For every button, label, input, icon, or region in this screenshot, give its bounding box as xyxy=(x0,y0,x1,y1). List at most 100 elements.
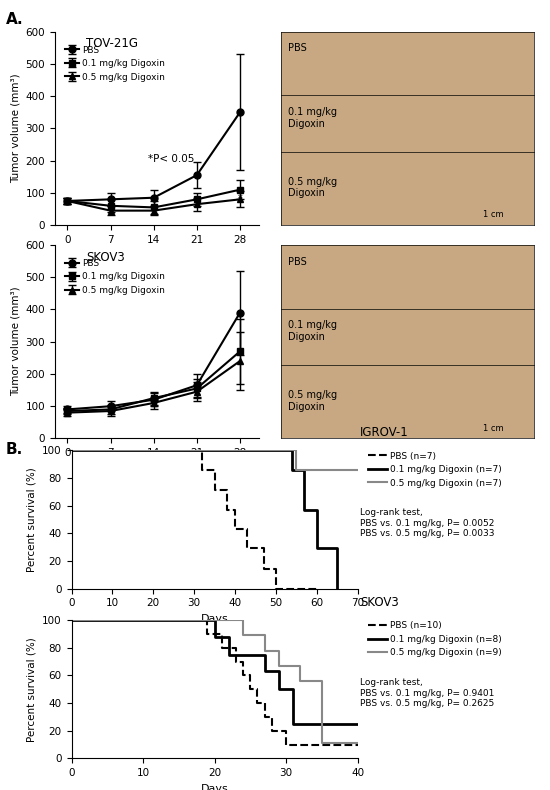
0.1 mg/kg Digoxin (n=8) xyxy=(211,632,218,641)
0.5 mg/kg Digoxin (n=7) xyxy=(68,446,75,455)
Text: A.: A. xyxy=(6,12,23,27)
Text: 1 cm: 1 cm xyxy=(483,210,504,220)
PBS (n=10) xyxy=(354,739,361,749)
PBS (n=7) xyxy=(314,584,320,593)
PBS (n=7) xyxy=(260,564,267,574)
PBS (n=7) xyxy=(211,465,218,474)
PBS (n=10) xyxy=(204,615,211,625)
Y-axis label: Percent survival (%): Percent survival (%) xyxy=(26,467,37,572)
PBS (n=10) xyxy=(218,629,225,638)
0.1 mg/kg Digoxin (n=7) xyxy=(272,446,279,455)
PBS (n=7) xyxy=(314,584,320,593)
0.1 mg/kg Digoxin (n=8) xyxy=(290,719,296,728)
0.1 mg/kg Digoxin (n=7) xyxy=(334,584,340,593)
Text: Log-rank test,
PBS vs. 0.1 mg/kg, P= 0.0052
PBS vs. 0.5 mg/kg, P= 0.0033: Log-rank test, PBS vs. 0.1 mg/kg, P= 0.0… xyxy=(360,509,495,538)
PBS (n=10) xyxy=(261,698,268,708)
0.1 mg/kg Digoxin (n=8) xyxy=(290,684,296,694)
0.5 mg/kg Digoxin (n=9) xyxy=(261,630,268,640)
PBS (n=10) xyxy=(254,698,261,708)
0.1 mg/kg Digoxin (n=7) xyxy=(301,505,307,514)
Legend: PBS, 0.1 mg/kg Digoxin, 0.5 mg/kg Digoxin: PBS, 0.1 mg/kg Digoxin, 0.5 mg/kg Digoxi… xyxy=(62,255,169,299)
0.5 mg/kg Digoxin (n=7) xyxy=(354,465,361,474)
PBS (n=10) xyxy=(240,671,246,680)
0.5 mg/kg Digoxin (n=9) xyxy=(297,676,304,686)
0.1 mg/kg Digoxin (n=7) xyxy=(289,465,295,474)
0.1 mg/kg Digoxin (n=7) xyxy=(68,446,75,455)
Text: 0.5 mg/kg
Digoxin: 0.5 mg/kg Digoxin xyxy=(288,390,337,412)
0.5 mg/kg Digoxin (n=9) xyxy=(240,615,246,625)
Text: *P< 0.05: *P< 0.05 xyxy=(147,154,194,164)
0.1 mg/kg Digoxin (n=8) xyxy=(276,684,282,694)
PBS (n=10) xyxy=(268,726,275,735)
0.1 mg/kg Digoxin (n=8) xyxy=(68,615,75,625)
Text: SKOV3: SKOV3 xyxy=(360,596,399,609)
Legend: PBS (n=10), 0.1 mg/kg Digoxin (n=8), 0.5 mg/kg Digoxin (n=9): PBS (n=10), 0.1 mg/kg Digoxin (n=8), 0.5… xyxy=(365,618,505,661)
0.5 mg/kg Digoxin (n=9) xyxy=(276,661,282,671)
PBS (n=10) xyxy=(204,629,211,638)
X-axis label: Days: Days xyxy=(143,250,170,261)
PBS (n=10) xyxy=(190,615,196,625)
Legend: PBS (n=7), 0.1 mg/kg Digoxin (n=7), 0.5 mg/kg Digoxin (n=7): PBS (n=7), 0.1 mg/kg Digoxin (n=7), 0.5 … xyxy=(365,448,505,491)
Text: SKOV3: SKOV3 xyxy=(86,250,125,264)
0.5 mg/kg Digoxin (n=9) xyxy=(354,739,361,748)
X-axis label: Days: Days xyxy=(201,614,228,624)
PBS (n=10) xyxy=(261,713,268,722)
Text: *: * xyxy=(108,205,113,215)
Y-axis label: Percent survival (%): Percent survival (%) xyxy=(26,637,37,742)
0.5 mg/kg Digoxin (n=9) xyxy=(240,630,246,640)
Text: PBS: PBS xyxy=(288,257,307,266)
0.1 mg/kg Digoxin (n=7) xyxy=(289,446,295,455)
0.1 mg/kg Digoxin (n=8) xyxy=(354,719,361,728)
PBS (n=7) xyxy=(191,446,197,455)
0.5 mg/kg Digoxin (n=9) xyxy=(261,646,268,656)
Y-axis label: Tumor volume (mm³): Tumor volume (mm³) xyxy=(10,73,20,183)
0.1 mg/kg Digoxin (n=8) xyxy=(247,650,254,660)
0.5 mg/kg Digoxin (n=9) xyxy=(211,615,218,625)
X-axis label: Days: Days xyxy=(201,784,228,790)
0.1 mg/kg Digoxin (n=8) xyxy=(226,632,232,641)
PBS (n=7) xyxy=(260,544,267,553)
Text: *: * xyxy=(238,194,243,204)
Line: PBS (n=7): PBS (n=7) xyxy=(72,450,317,589)
PBS (n=10) xyxy=(283,739,289,749)
PBS (n=10) xyxy=(233,657,239,667)
PBS (n=10) xyxy=(247,671,254,680)
PBS (n=10) xyxy=(268,713,275,722)
0.1 mg/kg Digoxin (n=8) xyxy=(226,650,232,660)
PBS (n=7) xyxy=(272,584,279,593)
Text: 0.5 mg/kg
Digoxin: 0.5 mg/kg Digoxin xyxy=(288,177,337,198)
PBS (n=7) xyxy=(191,446,197,455)
PBS (n=10) xyxy=(68,615,75,625)
X-axis label: Days: Days xyxy=(143,464,170,474)
0.1 mg/kg Digoxin (n=8) xyxy=(247,650,254,660)
0.5 mg/kg Digoxin (n=9) xyxy=(276,646,282,656)
0.5 mg/kg Digoxin (n=9) xyxy=(297,661,304,671)
0.1 mg/kg Digoxin (n=8) xyxy=(261,650,268,660)
Text: 0.1 mg/kg
Digoxin: 0.1 mg/kg Digoxin xyxy=(288,321,337,342)
PBS (n=7) xyxy=(232,505,238,514)
PBS (n=10) xyxy=(354,739,361,749)
PBS (n=10) xyxy=(254,684,261,694)
0.1 mg/kg Digoxin (n=8) xyxy=(211,615,218,625)
0.1 mg/kg Digoxin (n=8) xyxy=(197,615,204,625)
PBS (n=7) xyxy=(244,525,250,534)
Text: Log-rank test,
PBS vs. 0.1 mg/kg, P= 0.9401
PBS vs. 0.5 mg/kg, P= 0.2625: Log-rank test, PBS vs. 0.1 mg/kg, P= 0.9… xyxy=(360,678,495,708)
0.5 mg/kg Digoxin (n=9) xyxy=(68,615,75,625)
PBS (n=7) xyxy=(68,446,75,455)
0.1 mg/kg Digoxin (n=8) xyxy=(354,719,361,728)
PBS (n=7) xyxy=(199,446,206,455)
Line: PBS (n=10): PBS (n=10) xyxy=(72,620,358,744)
0.1 mg/kg Digoxin (n=7) xyxy=(272,446,279,455)
Text: *: * xyxy=(195,198,199,209)
0.1 mg/kg Digoxin (n=7) xyxy=(314,544,320,553)
PBS (n=7) xyxy=(272,564,279,574)
0.1 mg/kg Digoxin (n=8) xyxy=(197,615,204,625)
PBS (n=10) xyxy=(240,657,246,667)
0.1 mg/kg Digoxin (n=7) xyxy=(301,465,307,474)
0.5 mg/kg Digoxin (n=7) xyxy=(272,446,279,455)
PBS (n=10) xyxy=(283,726,289,735)
0.5 mg/kg Digoxin (n=9) xyxy=(211,615,218,625)
Text: TOV-21G: TOV-21G xyxy=(86,37,138,51)
Line: 0.1 mg/kg Digoxin (n=8): 0.1 mg/kg Digoxin (n=8) xyxy=(72,620,358,724)
PBS (n=7) xyxy=(223,486,230,495)
